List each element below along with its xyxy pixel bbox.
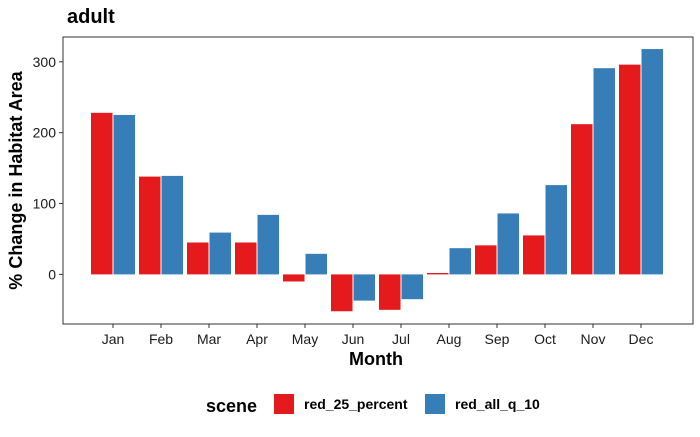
legend-label-red-25-percent: red_25_percent: [304, 396, 408, 412]
legend-label-red-all-q-10: red_all_q_10: [455, 396, 540, 412]
bars-group: [91, 49, 663, 312]
bar-red-all-q-10-aug: [449, 248, 471, 275]
legend-swatch-red-all-q-10: [425, 394, 445, 414]
x-tick-label: Jul: [392, 331, 410, 347]
bar-red-all-q-10-apr: [257, 214, 279, 275]
x-tick-label: Feb: [149, 331, 173, 347]
y-tick-label: 100: [33, 196, 57, 212]
bar-red-25-percent-oct: [523, 235, 545, 275]
y-axis: 0 100 200 300: [33, 54, 63, 282]
bar-red-all-q-10-sep: [497, 213, 519, 275]
bar-red-all-q-10-nov: [593, 68, 615, 275]
bar-red-25-percent-jul: [379, 274, 401, 310]
bar-red-all-q-10-mar: [209, 232, 231, 275]
bar-red-25-percent-mar: [187, 242, 209, 275]
bar-red-all-q-10-jul: [401, 274, 423, 300]
plot-panel: [62, 36, 694, 325]
x-tick-label: Oct: [534, 331, 556, 347]
bar-red-all-q-10-jan: [113, 114, 135, 275]
x-axis: Jan Feb Mar Apr May Jun Jul Aug Sep Oct Nov Dec: [102, 324, 654, 347]
y-axis-title: % Change in Habitat Area: [6, 70, 26, 289]
bar-red-25-percent-jun: [331, 274, 353, 312]
bar-red-all-q-10-jun: [353, 274, 375, 301]
bar-red-all-q-10-may: [305, 253, 327, 275]
legend-swatch-red-25-percent: [274, 394, 294, 414]
x-tick-label: May: [292, 331, 318, 347]
bar-red-all-q-10-oct: [545, 185, 567, 275]
x-tick-label: Sep: [485, 331, 510, 347]
x-tick-label: Mar: [197, 331, 221, 347]
bar-red-all-q-10-feb: [161, 175, 183, 275]
x-tick-label: Aug: [437, 331, 462, 347]
y-tick-label: 0: [48, 266, 56, 282]
x-tick-label: Jan: [102, 331, 125, 347]
legend-title: scene: [206, 396, 257, 416]
bar-red-25-percent-dec: [619, 64, 641, 275]
bar-red-25-percent-nov: [571, 124, 593, 275]
x-tick-label: Jun: [342, 331, 365, 347]
x-tick-label: Dec: [629, 331, 654, 347]
x-tick-label: Nov: [581, 331, 606, 347]
bar-red-25-percent-jan: [91, 112, 113, 275]
bar-red-25-percent-may: [283, 274, 305, 282]
x-axis-title: Month: [349, 349, 403, 369]
bar-red-25-percent-aug: [427, 272, 449, 275]
bar-red-25-percent-sep: [475, 245, 497, 275]
chart-title: adult: [67, 6, 115, 28]
bar-red-25-percent-feb: [139, 176, 161, 275]
x-tick-label: Apr: [246, 331, 268, 347]
bar-red-all-q-10-dec: [641, 49, 663, 275]
y-tick-label: 300: [33, 54, 57, 70]
y-tick-label: 200: [33, 125, 57, 141]
bar-red-25-percent-apr: [235, 242, 257, 275]
legend: scene red_25_percent red_all_q_10: [206, 394, 540, 416]
